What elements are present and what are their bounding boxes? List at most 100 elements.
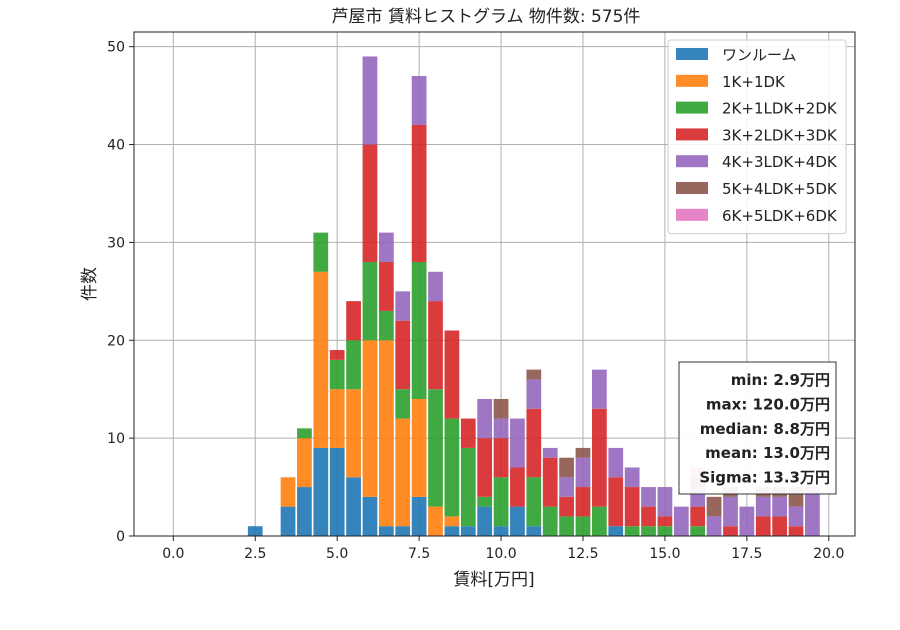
bar-segment-series-0 <box>395 526 411 536</box>
legend-label: 2K+1LDK+2DK <box>722 100 838 118</box>
bar-segment-series-4 <box>641 487 656 507</box>
stats-box-frame <box>678 361 837 495</box>
y-tick-label: 10 <box>107 431 125 447</box>
x-tick-label: 0.0 <box>162 546 184 562</box>
bar-segment-series-3 <box>395 320 411 390</box>
bar-segment-series-1 <box>280 477 296 507</box>
legend-swatch <box>676 48 708 60</box>
bar-segment-series-3 <box>559 496 574 517</box>
bar-segment-series-2 <box>346 340 361 390</box>
bar-segment-series-2 <box>542 506 558 536</box>
bar-segment-series-4 <box>575 457 591 488</box>
bar-segment-series-2 <box>411 261 427 399</box>
bar-segment-series-0 <box>329 447 345 536</box>
bar-segment-series-4 <box>559 477 574 497</box>
bar-segment-series-3 <box>526 408 542 478</box>
bar-segment-series-4 <box>591 369 607 409</box>
bar-segment-series-3 <box>362 144 378 262</box>
bar-segment-series-1 <box>395 418 411 527</box>
bar-segment-series-3 <box>690 506 706 527</box>
bar-segment-series-3 <box>575 487 591 517</box>
legend-swatch <box>676 128 708 141</box>
bar-segment-series-5 <box>526 369 542 380</box>
x-tick-label: 10.0 <box>485 546 516 562</box>
bar-segment-series-3 <box>428 301 443 390</box>
stats-line: max: 120.0万円 <box>706 395 830 413</box>
bar-segment-series-3 <box>542 457 558 507</box>
bar-segment-series-4 <box>624 467 640 488</box>
bar-segment-series-4 <box>510 418 525 468</box>
bar-segment-series-4 <box>411 76 427 125</box>
bar-segment-series-0 <box>280 506 296 536</box>
bar-segment-series-4 <box>493 418 509 439</box>
bar-segment-series-2 <box>477 496 493 507</box>
bar-segment-series-3 <box>477 438 493 497</box>
bar-segment-series-3 <box>493 438 509 478</box>
bar-segment-series-2 <box>428 389 443 507</box>
bar-segment-series-1 <box>444 516 460 527</box>
bar-segment-series-4 <box>723 496 738 527</box>
bar-segment-series-4 <box>706 516 722 536</box>
legend-label: 4K+3LDK+4DK <box>722 153 838 171</box>
legend-swatch <box>676 74 708 87</box>
bar-segment-series-2 <box>657 526 673 536</box>
bar-segment-series-3 <box>657 516 673 527</box>
bar-segment-series-3 <box>772 516 787 536</box>
bar-segment-series-2 <box>362 261 378 341</box>
legend-label: 3K+2LDK+3DK <box>722 126 838 144</box>
bar-segment-series-4 <box>608 447 624 478</box>
bar-segment-series-2 <box>493 477 509 527</box>
bar-segment-series-2 <box>559 516 574 536</box>
y-tick-label: 0 <box>116 529 125 545</box>
x-tick-label: 12.5 <box>567 546 598 562</box>
bar-segment-series-4 <box>739 506 755 536</box>
y-tick-label: 50 <box>107 40 125 56</box>
bar-segment-series-3 <box>755 516 771 536</box>
stats-line: mean: 13.0万円 <box>705 444 830 462</box>
bar-segment-series-4 <box>542 447 558 458</box>
chart-title: 芦屋市 賃料ヒストグラム 物件数: 575件 <box>332 7 641 27</box>
bar-segment-series-0 <box>313 447 329 536</box>
bar-segment-series-2 <box>460 447 476 527</box>
bar-segment-series-4 <box>673 506 689 536</box>
bar-segment-series-3 <box>510 467 525 507</box>
x-tick-label: 17.5 <box>731 546 762 562</box>
bar-segment-series-0 <box>477 506 493 536</box>
bar-segment-series-1 <box>313 271 329 448</box>
bar-segment-series-4 <box>526 379 542 409</box>
bar-segment-series-2 <box>526 477 542 527</box>
bar-segment-series-3 <box>624 487 640 527</box>
y-axis-label: 件数 <box>80 267 100 301</box>
bar-segment-series-2 <box>591 506 607 536</box>
bar-segment-series-5 <box>493 398 509 419</box>
bar-segment-series-1 <box>378 340 394 527</box>
legend-label: 5K+4LDK+5DK <box>722 180 838 198</box>
x-tick-label: 2.5 <box>244 546 266 562</box>
stats-box: min: 2.9万円 max: 120.0万円 median: 8.8万円 mean:… <box>678 361 837 495</box>
bar-segment-series-4 <box>428 271 443 302</box>
x-axis-label: 賃料[万円] <box>453 570 534 590</box>
bar-segment-series-1 <box>362 340 378 497</box>
bar-segment-series-0 <box>346 477 361 536</box>
bar-segment-series-2 <box>641 526 656 536</box>
legend-swatch <box>676 182 708 194</box>
stats-line: Sigma: 13.3万円 <box>699 469 830 487</box>
legend: ワンルーム 1K+1DK 2K+1LDK+2DK 3K+2LDK+3DK 4K+3LDK… <box>667 39 847 235</box>
plot-frame <box>133 31 856 537</box>
legend-swatch <box>676 155 708 168</box>
bar-segment-series-4 <box>772 496 787 517</box>
bar-segment-series-1 <box>297 438 312 488</box>
x-tick-label: 15.0 <box>649 546 680 562</box>
stats-line: median: 8.8万円 <box>700 420 830 438</box>
bar-segment-series-4 <box>805 487 820 536</box>
bar-segment-series-0 <box>411 496 427 536</box>
y-tick-label: 30 <box>107 235 125 251</box>
bar-segment-series-3 <box>608 477 624 527</box>
bar-segment-series-4 <box>362 56 378 145</box>
bar-segment-series-2 <box>395 389 411 419</box>
bar-segment-series-0 <box>493 526 509 536</box>
bar-segment-series-4 <box>378 232 394 262</box>
bar-segment-series-1 <box>346 389 361 478</box>
bar-segment-series-0 <box>608 526 624 536</box>
